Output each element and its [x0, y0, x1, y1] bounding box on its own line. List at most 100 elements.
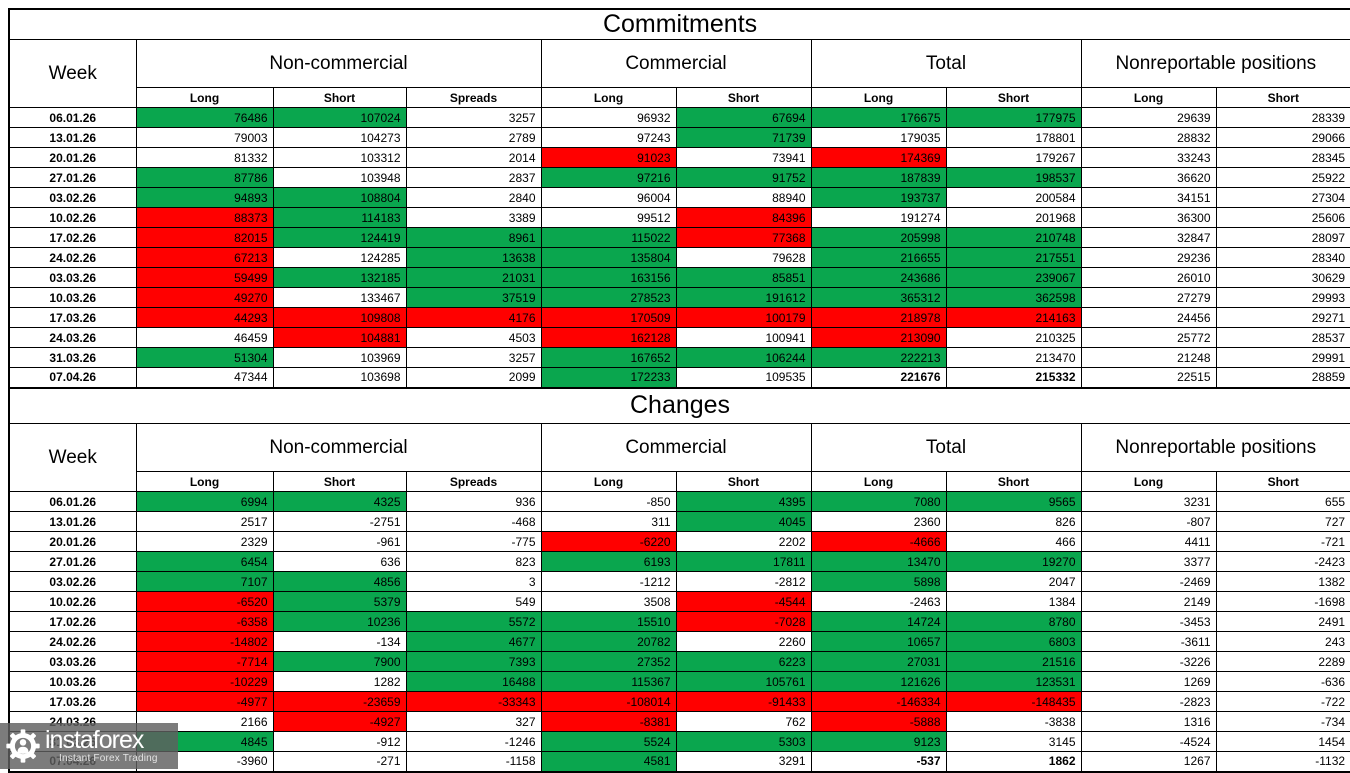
week-date: 10.02.26	[8, 207, 137, 228]
value-cell: 28859	[1215, 367, 1350, 389]
group-header: Non-commercial	[135, 39, 542, 88]
week-date: 17.02.26	[8, 227, 137, 248]
value-cell: 213090	[810, 327, 947, 348]
value-cell: 2517	[135, 511, 274, 532]
value-cell: -2423	[1215, 551, 1350, 572]
value-cell: 362598	[945, 287, 1082, 308]
value-cell: 2047	[945, 571, 1082, 592]
value-cell: 327	[405, 711, 542, 732]
sub-header: Short	[1215, 471, 1350, 492]
value-cell: 162128	[540, 327, 677, 348]
value-cell: 17811	[675, 551, 812, 572]
sub-header: Long	[810, 471, 947, 492]
value-cell: 124419	[272, 227, 407, 248]
value-cell: -134	[272, 631, 407, 652]
value-cell: 2491	[1215, 611, 1350, 632]
table-row: 10.03.26 49270 133467 37519 278523 191612 3653…	[8, 287, 1350, 308]
value-cell: 2329	[135, 531, 274, 552]
value-cell: 200584	[945, 187, 1082, 208]
value-cell: 4325	[272, 491, 407, 512]
sub-header: Short	[945, 471, 1082, 492]
table-row: 24.02.26 67213 124285 13638 135804 79628 21665…	[8, 247, 1350, 268]
value-cell: 5572	[405, 611, 542, 632]
value-cell: 2014	[405, 147, 542, 168]
value-cell: 172233	[540, 367, 677, 389]
value-cell: -6358	[135, 611, 274, 632]
value-cell: 105761	[675, 671, 812, 692]
value-cell: 3377	[1080, 551, 1217, 572]
value-cell: -722	[1215, 691, 1350, 712]
value-cell: 4045	[675, 511, 812, 532]
value-cell: 1282	[272, 671, 407, 692]
value-cell: 3145	[945, 731, 1082, 752]
value-cell: 87786	[135, 167, 274, 188]
value-cell: 104273	[272, 127, 407, 148]
value-cell: 100179	[675, 307, 812, 328]
value-cell: -4544	[675, 591, 812, 612]
table-row: 24.03.26 46459 104881 4503 162128 100941 21309…	[8, 327, 1350, 348]
value-cell: 826	[945, 511, 1082, 532]
value-cell: -23659	[272, 691, 407, 712]
value-cell: 2840	[405, 187, 542, 208]
value-cell: 1316	[1080, 711, 1217, 732]
sub-header: Spreads	[405, 471, 542, 492]
sub-header: Long	[540, 471, 677, 492]
value-cell: -146334	[810, 691, 947, 712]
value-cell: -33343	[405, 691, 542, 712]
value-cell: 636	[272, 551, 407, 572]
value-cell: 6223	[675, 651, 812, 672]
group-header: Nonreportable positions	[1080, 423, 1350, 472]
value-cell: 96004	[540, 187, 677, 208]
value-cell: 178801	[945, 127, 1082, 148]
group-header: Commercial	[540, 39, 812, 88]
table-row: 03.03.26 59499 132185 21031 163156 85851 24368…	[8, 267, 1350, 288]
sub-header: Short	[945, 87, 1082, 108]
value-cell: 1269	[1080, 671, 1217, 692]
week-date: 27.01.26	[8, 551, 137, 572]
instaforex-logo: instaforex Instant Forex Trading	[0, 723, 178, 769]
table-row: 03.02.26 7107 4856 3 -1212 -2812 5898 2047 -2469…	[8, 571, 1350, 592]
table-row: 31.03.26 51304 103969 3257 167652 106244 22221…	[8, 347, 1350, 368]
group-header: Non-commercial	[135, 423, 542, 472]
value-cell: -961	[272, 531, 407, 552]
table-row: 17.02.26 82015 124419 8961 115022 77368 205998…	[8, 227, 1350, 248]
value-cell: 7107	[135, 571, 274, 592]
value-cell: 6994	[135, 491, 274, 512]
value-cell: 198537	[945, 167, 1082, 188]
value-cell: 20782	[540, 631, 677, 652]
sub-header: Long	[135, 471, 274, 492]
table-row: 06.01.26 76486 107024 3257 96932 67694 176675 1…	[8, 107, 1350, 128]
value-cell: -10229	[135, 671, 274, 692]
value-cell: 2202	[675, 531, 812, 552]
value-cell: 29066	[1215, 127, 1350, 148]
value-cell: -5888	[810, 711, 947, 732]
sub-header: Long	[1080, 87, 1217, 108]
value-cell: 25772	[1080, 327, 1217, 348]
week-date: 17.03.26	[8, 307, 137, 328]
value-cell: -4927	[272, 711, 407, 732]
week-date: 31.03.26	[8, 347, 137, 368]
value-cell: 221676	[810, 367, 947, 389]
value-cell: 132185	[272, 267, 407, 288]
sub-header: Spreads	[405, 87, 542, 108]
value-cell: 311	[540, 511, 677, 532]
value-cell: 114183	[272, 207, 407, 228]
sub-header: Short	[272, 87, 407, 108]
sub-header: Long	[810, 87, 947, 108]
value-cell: 4856	[272, 571, 407, 592]
value-cell: 2837	[405, 167, 542, 188]
table-row: 17.03.26 44293 109808 4176 170509 100179 21897…	[8, 307, 1350, 328]
value-cell: 215332	[945, 367, 1082, 389]
table-row: 03.02.26 94893 108804 2840 96004 88940 193737 2…	[8, 187, 1350, 208]
value-cell: -271	[272, 751, 407, 773]
value-cell: -2469	[1080, 571, 1217, 592]
value-cell: 29236	[1080, 247, 1217, 268]
value-cell: 13470	[810, 551, 947, 572]
changes-table: Changes Week Non-commercial Commercial Total…	[8, 386, 1350, 773]
value-cell: 655	[1215, 491, 1350, 512]
value-cell: 21516	[945, 651, 1082, 672]
value-cell: -2823	[1080, 691, 1217, 712]
table-title: Changes	[8, 387, 1350, 424]
value-cell: 3389	[405, 207, 542, 228]
table-row: 31.03.264845-912-12465524530391233145-45…	[8, 731, 1350, 752]
